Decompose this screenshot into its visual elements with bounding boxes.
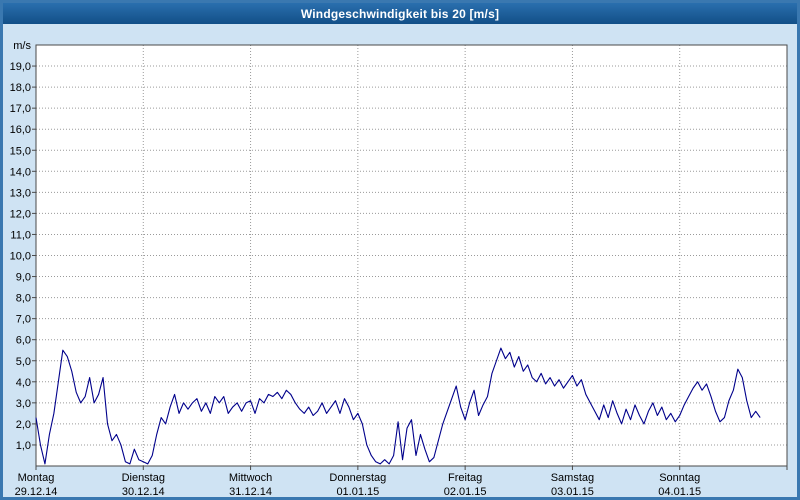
y-tick-label: 19,0 — [10, 61, 31, 73]
y-tick-label: 2,0 — [16, 419, 31, 431]
x-date-label: 04.01.15 — [658, 486, 701, 498]
y-tick-label: 10,0 — [10, 251, 31, 263]
horizontal-gridlines — [36, 65, 787, 446]
y-tick-label: 6,0 — [16, 335, 31, 347]
x-day-label: Samstag — [551, 472, 594, 484]
y-tick-label: 17,0 — [10, 103, 31, 115]
y-tick-labels: 1,0 2,0 3,0 4,0 5,0 6,0 7,0 8,0 9,0 10,0 11,0 12,0 1… — [10, 61, 31, 452]
y-tick-label: 8,0 — [16, 293, 31, 305]
y-tick-label: 12,0 — [10, 208, 31, 220]
x-date-label: 30.12.14 — [122, 486, 165, 498]
x-date-label: 02.01.15 — [444, 486, 487, 498]
vertical-gridlines — [142, 45, 681, 466]
y-tick-label: 16,0 — [10, 124, 31, 136]
title-bar: Windgeschwindigkeit bis 20 [m/s] — [3, 3, 797, 24]
y-axis-unit-label: m/s — [13, 40, 31, 52]
y-tick-label: 1,0 — [16, 440, 31, 452]
y-tick-label: 9,0 — [16, 272, 31, 284]
x-date-label: 01.01.15 — [336, 486, 379, 498]
x-day-label: Dienstag — [122, 472, 165, 484]
y-tick-label: 18,0 — [10, 82, 31, 94]
x-axis-labels: Montag 29.12.14 Dienstag 30.12.14 Mittwoch 31… — [15, 472, 702, 498]
y-tick-label: 4,0 — [16, 377, 31, 389]
x-day-label: Montag — [18, 472, 55, 484]
x-date-label: 29.12.14 — [15, 486, 58, 498]
chart-title: Windgeschwindigkeit bis 20 [m/s] — [300, 6, 500, 21]
x-day-label: Donnerstag — [329, 472, 386, 484]
y-tick-label: 7,0 — [16, 314, 31, 326]
y-tick-label: 5,0 — [16, 356, 31, 368]
x-day-label: Freitag — [448, 472, 482, 484]
y-tick-label: 13,0 — [10, 187, 31, 199]
x-date-label: 31.12.14 — [229, 486, 272, 498]
x-day-label: Mittwoch — [229, 472, 272, 484]
x-ticks — [35, 466, 681, 470]
x-date-label: 03.01.15 — [551, 486, 594, 498]
y-tick-label: 3,0 — [16, 398, 31, 410]
wind-speed-line — [35, 347, 761, 465]
wind-speed-chart: 1,0 2,0 3,0 4,0 5,0 6,0 7,0 8,0 9,0 10,0 11,0 12,0 1… — [10, 40, 788, 498]
y-ticks — [32, 65, 36, 446]
y-tick-label: 15,0 — [10, 145, 31, 157]
x-day-label: Sonntag — [659, 472, 700, 484]
y-tick-label: 11,0 — [10, 229, 31, 241]
y-tick-label: 14,0 — [10, 166, 31, 178]
